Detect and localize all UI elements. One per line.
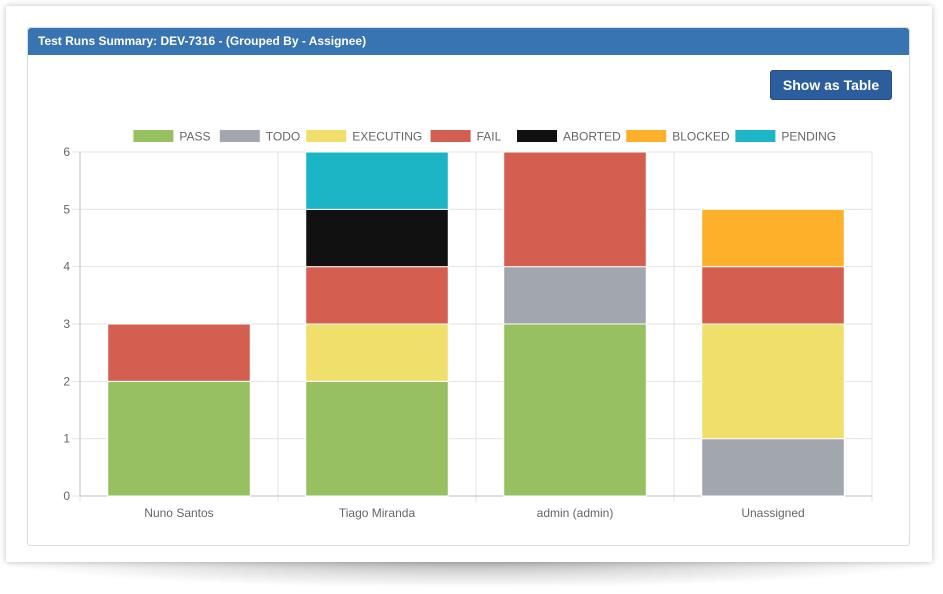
- bar-segment: [107, 323, 251, 382]
- bar-segment: [107, 380, 251, 497]
- legend-swatch: [735, 130, 776, 142]
- legend-swatch: [430, 130, 471, 142]
- legend-label: FAIL: [477, 130, 502, 144]
- x-category-label: Nuno Santos: [144, 506, 213, 520]
- y-tick-label: 3: [63, 317, 70, 331]
- y-tick-label: 0: [63, 489, 70, 503]
- bar-segment: [701, 208, 845, 268]
- bar-segment: [305, 380, 449, 497]
- legend-swatch: [133, 130, 174, 142]
- y-tick-label: 4: [63, 260, 70, 274]
- x-category-label: Unassigned: [741, 506, 804, 520]
- legend-swatch: [306, 130, 347, 142]
- bar-segment: [305, 266, 449, 325]
- legend-swatch: [517, 130, 557, 142]
- bar-segment: [701, 323, 845, 440]
- bar-segment: [305, 151, 449, 210]
- y-tick-label: 6: [63, 145, 70, 159]
- legend-label: BLOCKED: [672, 130, 730, 144]
- y-tick-label: 2: [63, 374, 70, 388]
- panel-title: Test Runs Summary: DEV-7316 - (Grouped B…: [28, 28, 909, 55]
- y-tick-label: 5: [63, 202, 70, 216]
- x-category-label: Tiago Miranda: [339, 506, 416, 520]
- bar-segment: [701, 438, 845, 497]
- bar-segment: [503, 151, 647, 268]
- legend-label: PASS: [179, 130, 210, 144]
- legend-label: PENDING: [781, 130, 836, 144]
- x-category-label: admin (admin): [537, 506, 614, 520]
- bar-segment: [305, 208, 449, 268]
- show-as-table-button[interactable]: Show as Table: [770, 70, 892, 100]
- bar-segment: [503, 323, 647, 497]
- bar-segment: [503, 266, 647, 325]
- y-tick-label: 1: [63, 432, 70, 446]
- bar-segment: [701, 266, 845, 325]
- legend-swatch: [219, 130, 260, 142]
- legend-label: EXECUTING: [352, 130, 422, 144]
- bar-segment: [305, 323, 449, 382]
- legend-label: TODO: [266, 130, 300, 144]
- legend-label: ABORTED: [563, 130, 621, 144]
- legend-swatch: [626, 130, 667, 142]
